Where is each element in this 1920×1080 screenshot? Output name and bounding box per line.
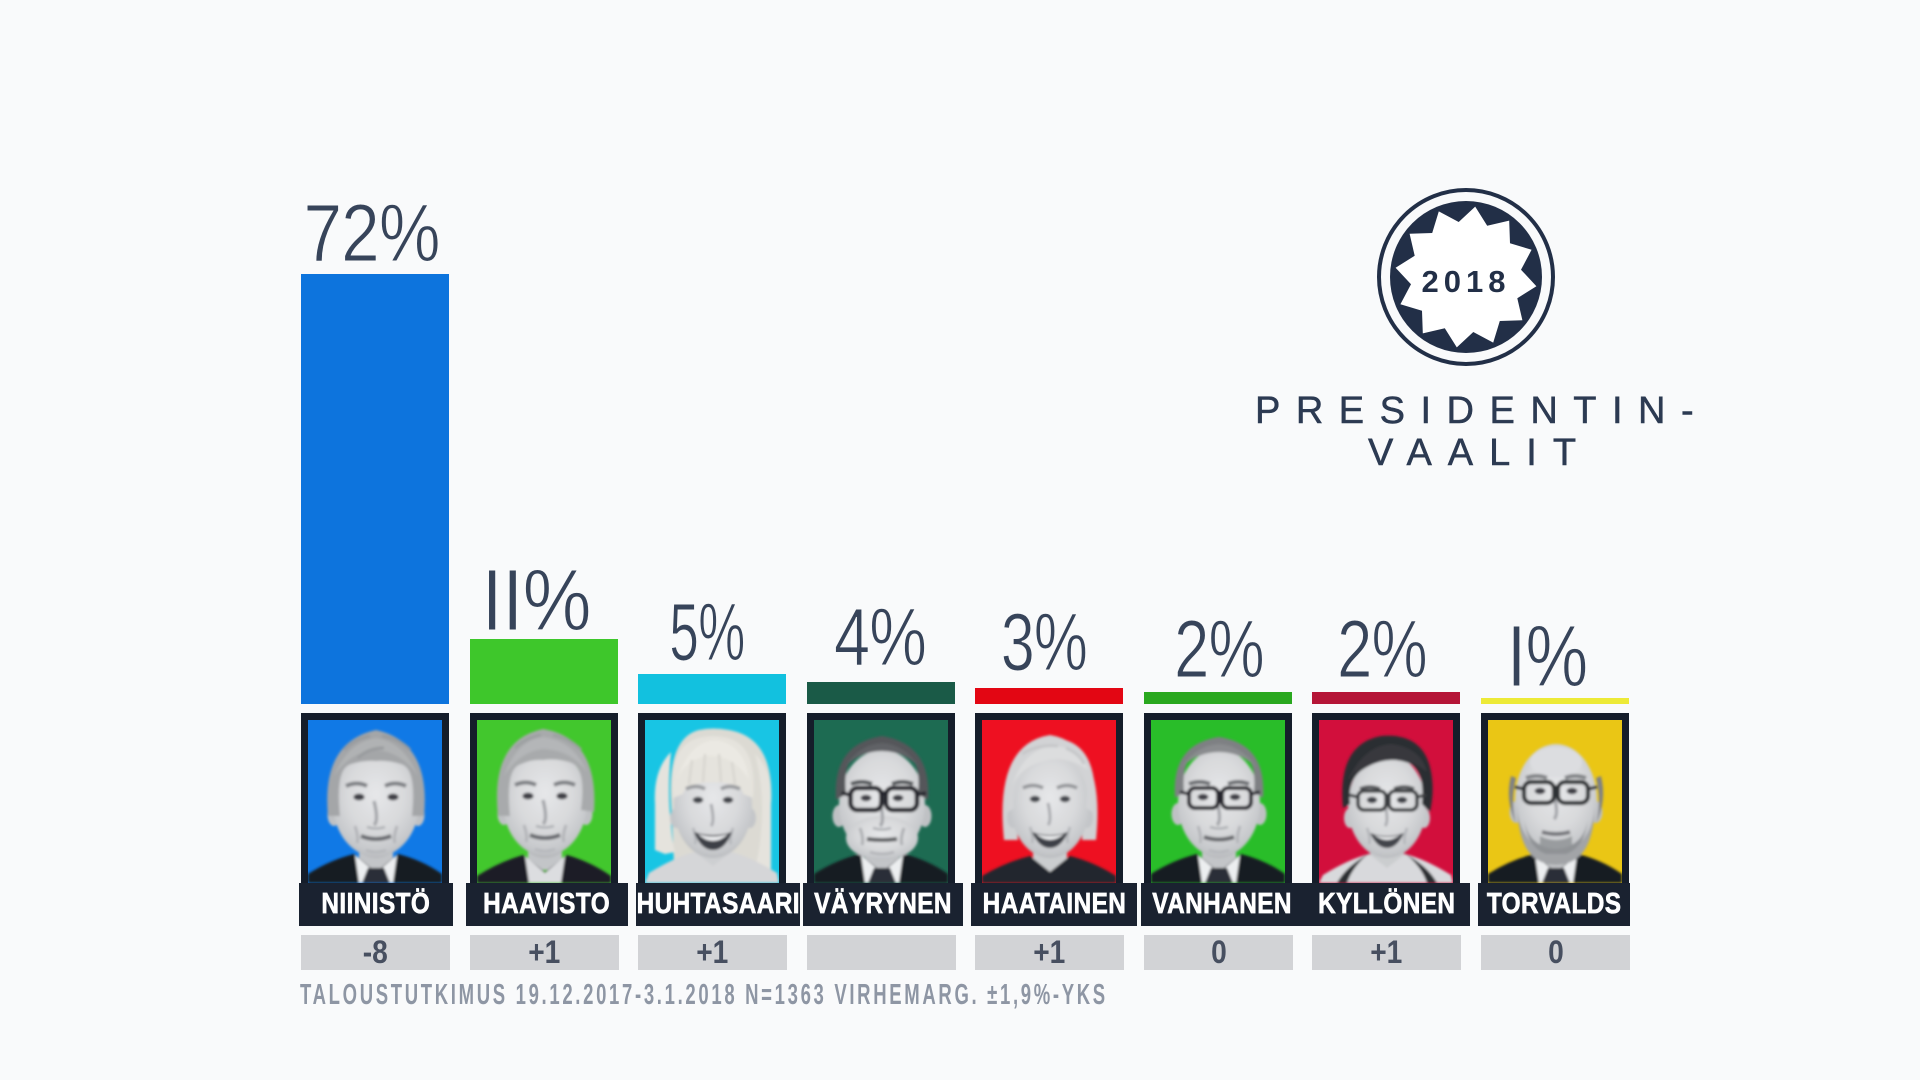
svg-text:2018: 2018: [1422, 264, 1511, 299]
